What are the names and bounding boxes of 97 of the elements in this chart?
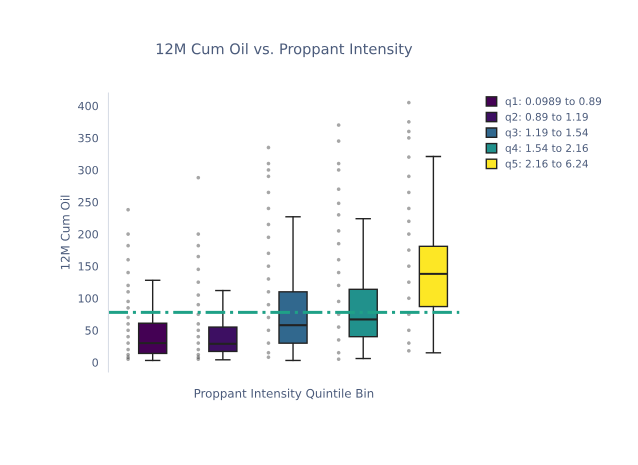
point <box>406 206 411 210</box>
point <box>406 296 411 300</box>
legend-label: q5: 2.16 to 6.24 <box>506 160 588 170</box>
point <box>126 258 130 262</box>
point <box>406 219 411 224</box>
point <box>406 248 411 252</box>
point <box>266 190 270 194</box>
point <box>266 146 270 150</box>
point <box>336 258 340 262</box>
point <box>196 254 200 258</box>
point <box>126 208 130 212</box>
point <box>196 232 200 236</box>
point <box>266 341 270 345</box>
point <box>266 168 270 172</box>
point <box>406 190 411 194</box>
point <box>406 155 411 159</box>
chart-title: 12M Cum Oil vs. Proppant Intensity <box>156 43 412 58</box>
point <box>266 206 270 210</box>
point <box>336 350 340 355</box>
point <box>266 174 270 178</box>
point <box>336 139 340 143</box>
point <box>336 300 340 304</box>
point <box>266 355 270 360</box>
point <box>336 338 340 342</box>
point <box>406 100 411 104</box>
point <box>196 302 200 306</box>
point <box>196 334 200 339</box>
point <box>126 244 130 248</box>
y-tick-label: 50 <box>85 326 98 335</box>
point <box>196 348 200 352</box>
y-tick-label: 0 <box>92 358 98 367</box>
point <box>266 328 270 332</box>
point <box>336 242 340 246</box>
point <box>266 290 270 294</box>
point <box>126 328 130 332</box>
point <box>336 187 340 192</box>
point <box>266 302 270 306</box>
point <box>406 328 411 332</box>
point <box>406 136 411 140</box>
point <box>196 280 200 284</box>
y-tick-label: 100 <box>78 294 98 303</box>
point <box>336 284 340 288</box>
point <box>126 306 130 310</box>
point <box>126 348 130 352</box>
y-axis-title: 12M Cum Oil <box>60 196 70 270</box>
point <box>336 123 340 127</box>
point <box>406 264 411 268</box>
point <box>266 252 270 256</box>
point <box>126 284 130 288</box>
point <box>406 174 411 178</box>
point <box>196 176 200 180</box>
point <box>196 341 200 345</box>
point <box>336 213 340 217</box>
point <box>266 264 270 268</box>
point <box>126 290 130 294</box>
y-tick-label: 400 <box>78 102 98 110</box>
point <box>196 328 200 332</box>
point <box>406 280 411 284</box>
legend-label: q3: 1.19 to 1.54 <box>506 128 588 138</box>
y-tick-label: 200 <box>78 230 98 238</box>
point <box>126 232 130 236</box>
point <box>126 316 130 320</box>
point <box>196 244 200 248</box>
point <box>336 325 340 329</box>
point <box>126 270 130 274</box>
point <box>336 168 340 172</box>
point <box>196 322 200 326</box>
point <box>196 268 200 272</box>
point <box>196 293 200 297</box>
point <box>406 348 411 353</box>
point <box>406 130 411 134</box>
y-tick-label: 150 <box>78 262 98 271</box>
point <box>126 322 130 326</box>
point <box>266 277 270 281</box>
y-tick-label: 250 <box>78 198 98 206</box>
y-tick-label: 350 <box>78 134 98 142</box>
point <box>266 316 270 320</box>
point <box>266 162 270 166</box>
legend-label: q2: 0.89 to 1.19 <box>506 112 588 123</box>
legend-label: q1: 0.0989 to 0.89 <box>506 97 602 108</box>
legend-label: q4: 1.54 to 2.16 <box>506 144 588 154</box>
point <box>336 270 340 274</box>
point <box>406 341 411 345</box>
point <box>336 201 340 206</box>
point <box>406 232 411 236</box>
y-tick-label: 300 <box>78 166 98 174</box>
point <box>336 357 340 362</box>
point <box>266 235 270 240</box>
point <box>406 120 411 124</box>
point <box>336 229 340 233</box>
point <box>126 334 130 339</box>
point <box>126 341 130 345</box>
point <box>266 222 270 226</box>
x-axis-title: Proppant Intensity Quintile Bin <box>194 388 374 400</box>
point <box>266 350 270 355</box>
point <box>336 162 340 166</box>
point <box>126 300 130 304</box>
